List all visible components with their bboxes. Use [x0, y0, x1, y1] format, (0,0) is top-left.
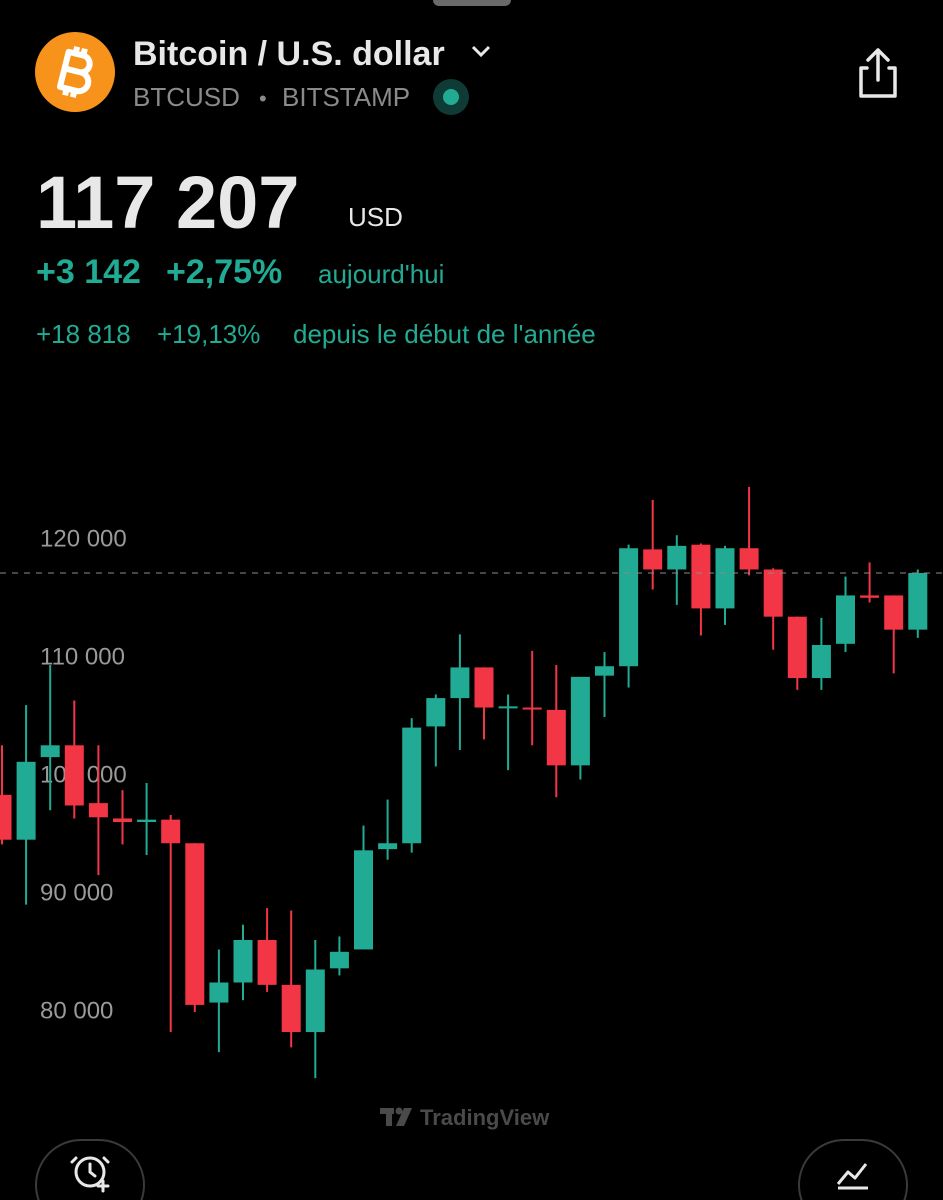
candle-body [619, 548, 639, 667]
candle-body [137, 819, 157, 823]
ytd-change: +18 818 [36, 319, 131, 349]
candle-body [546, 709, 566, 766]
symbol-title[interactable]: Bitcoin / U.S. dollar [133, 35, 445, 73]
price: 117 207 [36, 161, 299, 244]
candle-body [257, 940, 277, 985]
candle-body [378, 843, 398, 850]
market-status-dot [443, 89, 459, 105]
y-tick-label: 120 000 [40, 525, 127, 552]
candle-body [450, 667, 470, 699]
candle-body [233, 940, 253, 983]
chart-type-button[interactable] [798, 1139, 908, 1200]
candle-body [908, 573, 928, 630]
candle-body [113, 818, 132, 823]
candle-body [667, 545, 687, 570]
day-change: +3 142 [36, 253, 141, 291]
bitcoin-logo [35, 32, 115, 112]
candle-body [570, 676, 590, 766]
candle-body [161, 819, 181, 844]
candle-body [185, 843, 205, 1005]
grab-handle [433, 0, 511, 6]
candle-body [474, 667, 494, 708]
candle-body [691, 544, 711, 609]
candle-body [498, 706, 518, 709]
watermark: TradingView [420, 1105, 550, 1130]
candle-body [426, 698, 446, 727]
candle-body [715, 548, 735, 609]
candle-body [643, 549, 663, 570]
candle-body [209, 982, 229, 1003]
candle-body [763, 569, 783, 617]
candle-body [595, 666, 614, 676]
share-button[interactable] [859, 48, 897, 98]
separator: • [259, 86, 267, 111]
candle-body [88, 803, 108, 818]
candle-body [354, 850, 373, 950]
day-label: aujourd'hui [318, 259, 444, 289]
candle-body [402, 727, 422, 844]
y-tick-label: 90 000 [40, 879, 113, 906]
candle-body [329, 951, 349, 969]
ticker: BTCUSD [133, 82, 240, 112]
candle-body [64, 745, 84, 806]
currency: USD [348, 202, 403, 232]
watermark-logo [380, 1107, 412, 1126]
candle-body [305, 969, 325, 1033]
ytd-change-pct: +19,13% [157, 319, 260, 349]
candle-body [860, 595, 880, 598]
candle-body [40, 745, 60, 758]
candle-body [16, 761, 36, 840]
candle-body [739, 548, 759, 570]
candle-body [787, 616, 807, 679]
candle-body [281, 984, 301, 1033]
ytd-label: depuis le début de l'année [293, 319, 596, 349]
y-tick-label: 80 000 [40, 997, 113, 1024]
alert-button[interactable] [35, 1139, 145, 1200]
candle-body [811, 644, 831, 679]
candle-body [522, 707, 542, 710]
candle-body [0, 794, 12, 840]
candle-body [884, 595, 904, 630]
exchange: BITSTAMP [282, 82, 410, 112]
candle-body [836, 595, 855, 644]
day-change-pct: +2,75% [166, 253, 282, 291]
title-chevron[interactable] [471, 45, 491, 58]
y-tick-label: 110 000 [40, 643, 125, 670]
